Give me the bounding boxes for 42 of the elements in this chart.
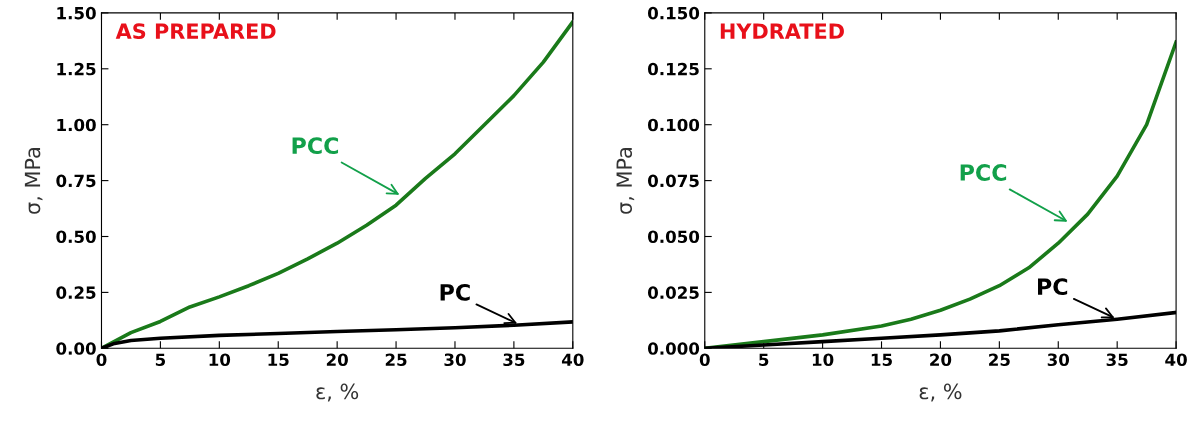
x-tick-label: 30 <box>444 353 466 367</box>
x-tick-label: 10 <box>209 353 231 367</box>
y-tick-label: 0.50 <box>56 230 96 244</box>
y-tick-label: 0.000 <box>647 342 700 355</box>
y-tick-label: 0.050 <box>647 230 700 244</box>
x-tick-label: 5 <box>759 353 769 367</box>
x-tick-label: 40 <box>561 353 584 367</box>
x-tick-label: 15 <box>268 353 289 367</box>
x-tick-label: 25 <box>385 353 407 367</box>
chart-title: HYDRATED <box>720 23 844 39</box>
y-tick-label: 1.00 <box>57 118 96 132</box>
y-tick-label: 0.125 <box>647 62 699 76</box>
annotation: PCC <box>960 164 1007 181</box>
x-tick-label: 35 <box>503 353 525 367</box>
y-tick-label: 0.100 <box>647 118 700 132</box>
y-tick-label: 1.25 <box>57 62 96 76</box>
x-tick-label: 40 <box>1165 353 1187 367</box>
y-tick-label: 0.150 <box>647 6 700 20</box>
y-tick-label: 0.075 <box>647 174 699 188</box>
x-tick-label: 5 <box>155 353 166 367</box>
y-axis-title: σ, MPa <box>616 148 635 214</box>
chart-title: AS PREPARED <box>115 23 276 40</box>
x-tick-label: 10 <box>812 353 834 367</box>
x-tick-label: 25 <box>989 353 1010 367</box>
y-tick-label: 0.75 <box>56 174 96 188</box>
y-tick-label: 0.00 <box>56 342 96 355</box>
x-axis-title: ε, % <box>919 383 962 402</box>
x-axis-title: ε, % <box>316 383 359 402</box>
y-tick-label: 0.25 <box>56 286 96 299</box>
annotation: PC <box>1038 278 1068 296</box>
x-tick-label: 35 <box>1106 353 1128 367</box>
x-tick-label: 15 <box>871 353 892 367</box>
y-tick-label: 1.50 <box>57 6 96 20</box>
y-tick-label: 0.025 <box>647 286 699 299</box>
x-tick-label: 20 <box>326 353 348 367</box>
y-axis-title: σ, MPa <box>24 148 43 214</box>
x-tick-label: 20 <box>930 353 952 367</box>
x-tick-label: 30 <box>1047 353 1070 367</box>
x-tick-label: 0 <box>699 353 710 367</box>
annotation: PCC <box>292 137 339 155</box>
annotation: PC <box>440 283 470 301</box>
x-tick-label: 0 <box>96 353 107 367</box>
